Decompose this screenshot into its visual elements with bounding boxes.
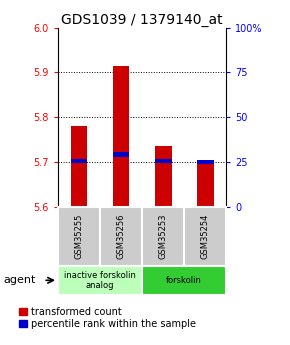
Bar [100, 207, 142, 266]
Text: GSM35256: GSM35256 [117, 214, 126, 259]
Bar [197, 160, 213, 164]
Text: GSM35255: GSM35255 [75, 214, 84, 259]
Text: agent: agent [3, 275, 35, 285]
Bar [142, 266, 226, 295]
Bar [71, 159, 88, 163]
Bar [113, 66, 130, 207]
Text: forskolin: forskolin [166, 276, 202, 285]
Bar [142, 207, 184, 266]
Legend: transformed count, percentile rank within the sample: transformed count, percentile rank withi… [19, 307, 196, 329]
Bar [71, 126, 88, 207]
Bar [184, 207, 226, 266]
Bar [58, 266, 142, 295]
Bar [113, 152, 130, 157]
Bar [155, 146, 172, 207]
Text: inactive forskolin
analog: inactive forskolin analog [64, 270, 136, 290]
Text: GSM35253: GSM35253 [159, 214, 168, 259]
Bar [58, 207, 100, 266]
Title: GDS1039 / 1379140_at: GDS1039 / 1379140_at [61, 12, 223, 27]
Bar [197, 164, 213, 207]
Bar [155, 159, 172, 163]
Text: GSM35254: GSM35254 [201, 214, 210, 259]
